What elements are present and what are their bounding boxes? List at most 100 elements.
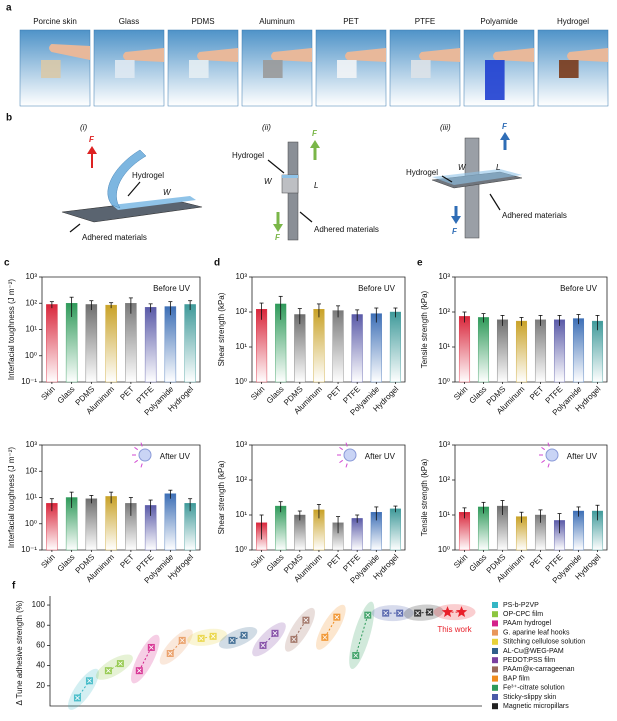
finger [123,48,164,62]
arrow-head [87,146,97,154]
finger [493,48,534,62]
legend-label: BAP film [503,675,530,682]
y-tick-label: 10⁻¹ [21,377,37,386]
panel-label: b [6,113,12,124]
legend-label: G. aparine leaf hooks [503,629,570,636]
marker-cross [260,643,266,648]
substrate [61,198,203,223]
chart: f Δ Tune adhesive strength (%) 20 40 60 80 100… [12,581,585,710]
group-ellipse [371,605,414,622]
y-tick-label: 10³ [25,272,37,281]
uv-ray [134,446,139,451]
photo-label: Porcine skin [33,17,77,26]
uv-bulb [343,448,357,462]
marker-cross [353,653,359,658]
x-tick-label: PET [118,384,135,401]
uv-ray [541,446,546,451]
marker-cross [118,661,123,666]
finger [197,48,238,62]
legend-label: PEDOT:PSS film [503,657,555,664]
width-label: W [163,188,172,197]
legend-label: AL-Cu@WEG-PAM [503,648,564,655]
panel-label: a [6,3,12,14]
y-tick-label: 10¹ [25,325,37,334]
legend-label: Fe³⁺-citrate solution [503,685,565,692]
uv-ray [140,463,143,468]
hydrogel-peel [107,149,147,209]
photo-frame [463,29,535,107]
uv-ray [547,463,550,468]
legend-swatch [492,703,498,710]
annotation: Before UV [560,284,598,293]
marker-cross [383,610,388,616]
arrow-head [273,224,283,232]
material-label: Adhered materials [82,233,147,242]
bar [294,314,306,383]
force-label: F [452,227,458,236]
panel-label: c [4,258,10,269]
diagram-label: (ii) [262,123,271,132]
group-ellipse [218,627,258,649]
photo-label: Polyamide [480,17,518,26]
finger [567,48,608,62]
bar [572,318,585,383]
photo-frame [389,29,461,107]
bar [256,309,268,383]
marker-cross [365,612,371,618]
bar [105,496,117,551]
uv-ray [345,442,348,447]
connector [355,615,369,656]
bar [477,317,490,383]
group-ellipse [284,607,315,652]
legend-label: PAAm@κ-carrageenan [503,666,575,673]
legend-label: Magnetic micropillars [503,703,569,710]
marker-cross [415,610,420,616]
bar [370,313,382,383]
legend-swatch [492,602,498,608]
sample [411,60,431,78]
chart: c Interfacial toughness (J m⁻²) 10⁻¹ 10⁰ 10¹… [4,258,201,417]
legend-swatch [492,675,498,682]
y-tick-label: 10¹ [438,342,450,351]
y-axis-label: Interfacial toughness (J m⁻²) [7,447,16,548]
sample [41,60,61,78]
legend-swatch [492,684,498,691]
chart: Tensile strength (kPa) 10⁰ 10¹ 10² 10³ After … [420,440,608,585]
marker-cross [303,617,309,623]
marker-cross [229,638,235,643]
annotation: Before UV [153,284,191,293]
y-axis-label: Δ Tune adhesive strength (%) [15,600,24,705]
uv-ray [339,446,344,451]
group-ellipse [187,628,228,646]
marker-cross [167,651,173,656]
sample [115,60,135,78]
connector [169,640,183,654]
annotation: After UV [567,452,598,461]
x-tick-label: Glass [56,553,77,574]
plate [464,137,480,239]
photo-frame [315,29,387,107]
photo-label: PET [343,17,359,26]
legend-swatch [492,694,498,700]
sample [485,60,505,100]
y-tick-label: 10³ [235,272,247,281]
bar [534,319,547,383]
y-tick-label: 100 [32,600,46,609]
x-tick-label: Glass [56,385,77,406]
force-label: F [312,129,318,138]
marker-cross [397,610,402,616]
bar [553,319,566,383]
x-tick-label: Skin [39,553,56,570]
finger [49,44,90,60]
sample [263,60,283,78]
uv-ray [541,459,546,464]
y-tick-label: 10¹ [235,510,247,519]
y-tick-label: 10⁰ [25,351,37,360]
legend-swatch [492,648,498,654]
group-ellipse [95,654,133,680]
y-tick-label: 60 [36,641,45,650]
marker-cross [241,633,247,638]
series-label: This work [437,625,472,634]
